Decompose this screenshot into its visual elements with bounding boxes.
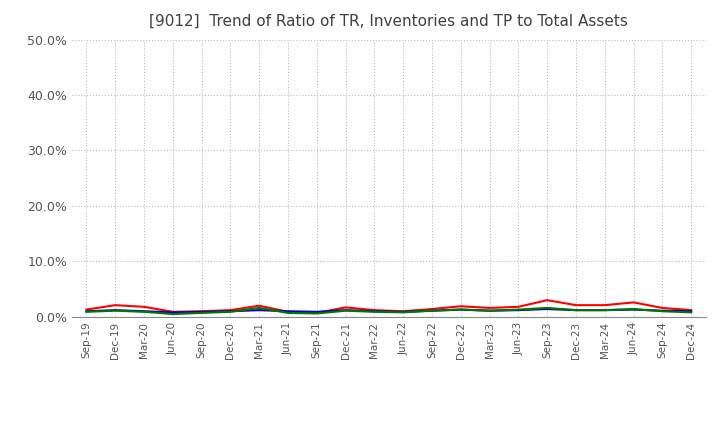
Trade Payables — [572, 308, 580, 313]
Trade Receivables — [399, 308, 408, 314]
Trade Receivables — [485, 305, 494, 311]
Inventories — [168, 310, 177, 315]
Trade Payables — [82, 309, 91, 315]
Trade Receivables — [82, 307, 91, 312]
Trade Receivables — [197, 308, 206, 314]
Inventories — [687, 308, 696, 314]
Inventories — [312, 309, 321, 315]
Inventories — [629, 307, 638, 312]
Inventories — [485, 308, 494, 313]
Trade Receivables — [341, 305, 350, 310]
Inventories — [600, 308, 609, 313]
Trade Receivables — [255, 303, 264, 308]
Inventories — [226, 308, 235, 314]
Trade Payables — [687, 310, 696, 315]
Trade Payables — [226, 309, 235, 315]
Trade Receivables — [140, 304, 148, 309]
Trade Payables — [370, 309, 379, 315]
Trade Receivables — [600, 303, 609, 308]
Trade Receivables — [312, 310, 321, 315]
Trade Payables — [341, 308, 350, 313]
Inventories — [399, 309, 408, 315]
Trade Payables — [485, 308, 494, 313]
Inventories — [341, 308, 350, 313]
Inventories — [140, 308, 148, 314]
Line: Trade Receivables: Trade Receivables — [86, 300, 691, 313]
Inventories — [370, 308, 379, 314]
Trade Payables — [312, 311, 321, 316]
Trade Payables — [543, 305, 552, 311]
Trade Payables — [629, 306, 638, 312]
Inventories — [255, 308, 264, 313]
Trade Payables — [658, 308, 667, 314]
Trade Payables — [140, 309, 148, 315]
Trade Receivables — [658, 305, 667, 311]
Trade Receivables — [687, 308, 696, 313]
Title: [9012]  Trend of Ratio of TR, Inventories and TP to Total Assets: [9012] Trend of Ratio of TR, Inventories… — [149, 14, 629, 29]
Trade Payables — [428, 308, 436, 313]
Trade Receivables — [456, 304, 465, 309]
Inventories — [428, 308, 436, 313]
Trade Receivables — [629, 300, 638, 305]
Inventories — [82, 308, 91, 314]
Inventories — [543, 306, 552, 312]
Inventories — [197, 309, 206, 315]
Inventories — [456, 307, 465, 312]
Trade Payables — [514, 307, 523, 312]
Inventories — [572, 308, 580, 313]
Trade Payables — [284, 310, 292, 315]
Trade Receivables — [168, 309, 177, 315]
Trade Receivables — [284, 309, 292, 315]
Inventories — [514, 308, 523, 313]
Trade Payables — [456, 307, 465, 312]
Line: Trade Payables: Trade Payables — [86, 308, 691, 314]
Trade Receivables — [572, 303, 580, 308]
Trade Payables — [399, 310, 408, 315]
Trade Payables — [255, 305, 264, 311]
Inventories — [284, 308, 292, 314]
Trade Receivables — [428, 306, 436, 312]
Trade Receivables — [543, 297, 552, 303]
Trade Receivables — [370, 308, 379, 313]
Trade Payables — [111, 308, 120, 313]
Line: Inventories: Inventories — [86, 309, 691, 312]
Trade Payables — [600, 308, 609, 313]
Trade Payables — [197, 310, 206, 315]
Inventories — [658, 308, 667, 313]
Trade Receivables — [514, 304, 523, 309]
Trade Payables — [168, 312, 177, 317]
Trade Receivables — [226, 308, 235, 313]
Trade Receivables — [111, 303, 120, 308]
Inventories — [111, 308, 120, 313]
